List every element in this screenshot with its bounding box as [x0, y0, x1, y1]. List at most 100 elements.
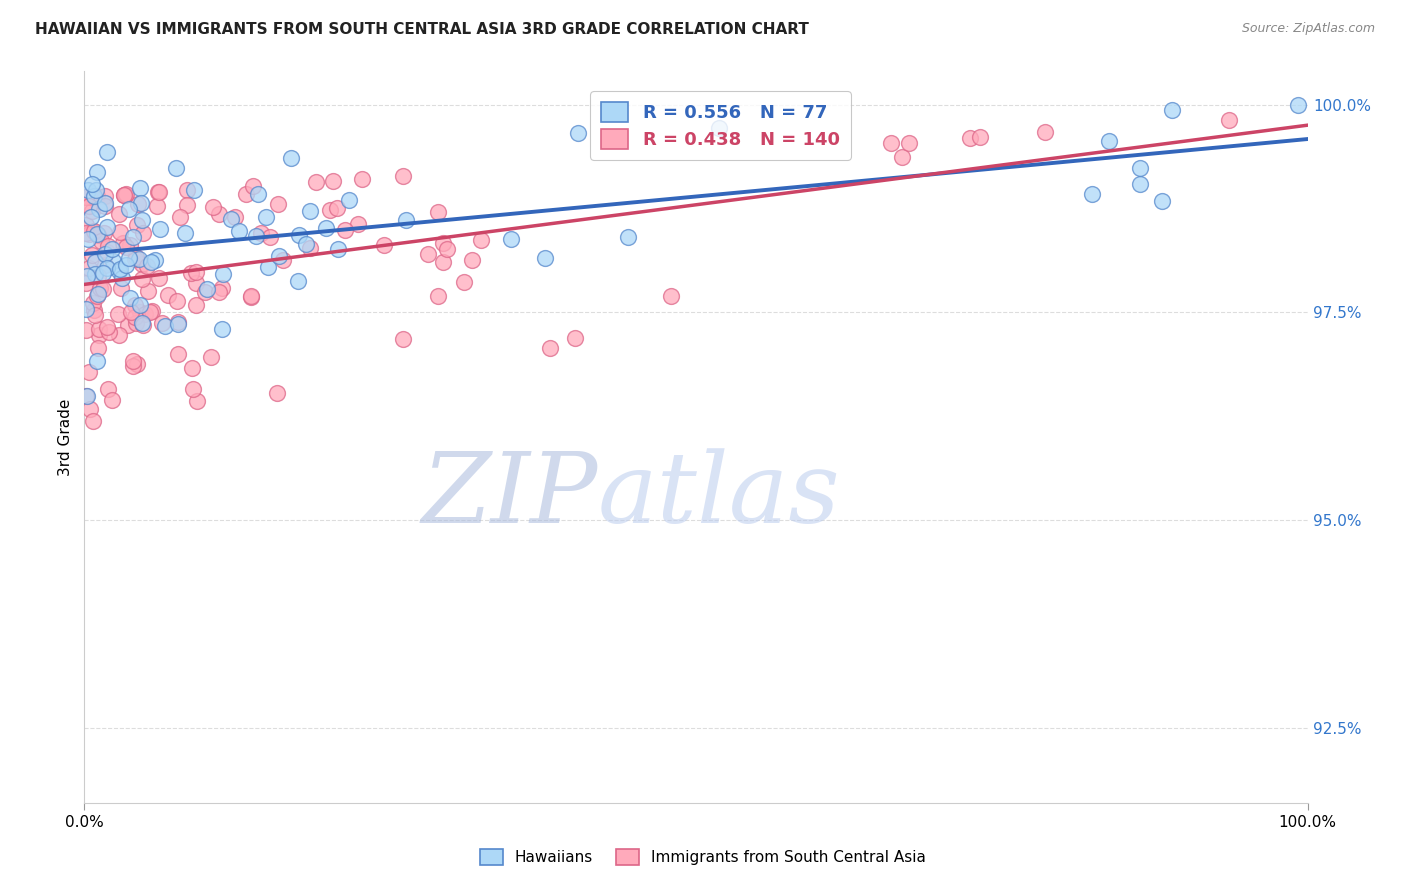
Point	[75, 389, 97, 403]
Point	[87, 341, 110, 355]
Point	[84, 183, 107, 197]
Point	[134, 306, 156, 320]
Point	[880, 136, 903, 150]
Point	[83, 225, 105, 239]
Point	[499, 232, 522, 246]
Point	[166, 315, 188, 329]
Point	[1286, 97, 1309, 112]
Point	[392, 332, 415, 346]
Point	[1218, 113, 1240, 128]
Point	[122, 359, 145, 373]
Text: atlas: atlas	[598, 448, 841, 543]
Point	[202, 200, 225, 214]
Point	[186, 394, 208, 409]
Point	[432, 235, 454, 250]
Point	[461, 253, 484, 268]
Point	[156, 288, 179, 302]
Point	[124, 310, 146, 325]
Point	[75, 301, 97, 316]
Point	[89, 322, 111, 336]
Point	[259, 230, 281, 244]
Point	[208, 285, 231, 300]
Point	[136, 260, 159, 274]
Point	[115, 258, 138, 272]
Point	[305, 175, 328, 189]
Point	[169, 210, 191, 224]
Point	[176, 198, 198, 212]
Point	[101, 243, 124, 257]
Point	[145, 199, 167, 213]
Point	[75, 219, 97, 233]
Point	[211, 280, 233, 294]
Point	[115, 187, 138, 202]
Point	[153, 318, 176, 333]
Point	[211, 321, 233, 335]
Point	[80, 248, 103, 262]
Point	[118, 291, 141, 305]
Point	[91, 282, 114, 296]
Point	[891, 150, 914, 164]
Text: ZIP: ZIP	[422, 448, 598, 543]
Point	[183, 183, 205, 197]
Point	[139, 255, 162, 269]
Point	[242, 178, 264, 193]
Point	[82, 295, 104, 310]
Point	[100, 392, 122, 407]
Point	[89, 281, 111, 295]
Point	[131, 257, 153, 271]
Point	[453, 276, 475, 290]
Point	[1035, 125, 1057, 139]
Point	[90, 234, 112, 248]
Point	[76, 388, 98, 402]
Point	[75, 277, 97, 291]
Point	[287, 227, 309, 242]
Text: Source: ZipAtlas.com: Source: ZipAtlas.com	[1241, 22, 1375, 36]
Point	[77, 183, 100, 197]
Point	[898, 136, 921, 151]
Point	[959, 130, 981, 145]
Point	[228, 225, 250, 239]
Point	[224, 211, 246, 225]
Point	[107, 307, 129, 321]
Legend: R = 0.556   N = 77, R = 0.438   N = 140: R = 0.556 N = 77, R = 0.438 N = 140	[591, 91, 851, 160]
Point	[94, 258, 117, 272]
Point	[470, 234, 492, 248]
Point	[247, 186, 270, 201]
Point	[181, 360, 204, 375]
Point	[129, 195, 152, 210]
Point	[112, 187, 135, 202]
Point	[127, 357, 149, 371]
Point	[167, 346, 190, 360]
Point	[96, 244, 118, 259]
Point	[77, 365, 100, 379]
Point	[127, 197, 149, 211]
Point	[132, 318, 155, 332]
Point	[110, 271, 132, 285]
Point	[86, 165, 108, 179]
Point	[124, 316, 146, 330]
Point	[124, 252, 146, 266]
Point	[131, 226, 153, 240]
Point	[186, 265, 208, 279]
Point	[83, 255, 105, 269]
Point	[110, 280, 132, 294]
Point	[534, 251, 557, 265]
Point	[346, 218, 368, 232]
Point	[122, 354, 145, 368]
Point	[298, 241, 321, 255]
Point	[181, 382, 204, 396]
Point	[427, 205, 450, 219]
Point	[180, 266, 202, 280]
Point	[149, 222, 172, 236]
Point	[131, 272, 153, 286]
Point	[538, 341, 561, 355]
Point	[167, 317, 190, 331]
Point	[165, 161, 187, 176]
Point	[250, 226, 273, 240]
Text: HAWAIIAN VS IMMIGRANTS FROM SOUTH CENTRAL ASIA 3RD GRADE CORRELATION CHART: HAWAIIAN VS IMMIGRANTS FROM SOUTH CENTRA…	[35, 22, 808, 37]
Point	[373, 238, 395, 252]
Point	[1129, 178, 1152, 192]
Point	[136, 284, 159, 298]
Point	[143, 252, 166, 267]
Point	[76, 268, 98, 283]
